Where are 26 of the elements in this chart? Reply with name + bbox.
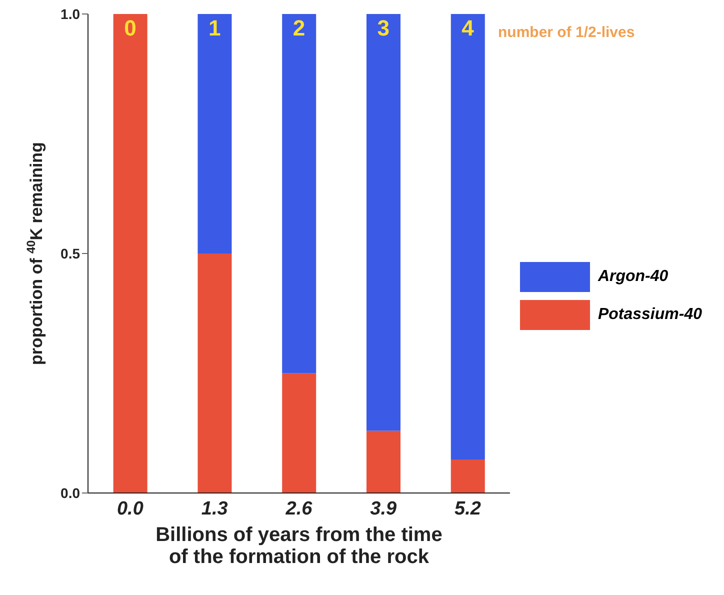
legend-label: Argon-40 [598,268,668,286]
x-tick-label: 5.2 [454,498,482,520]
legend-label: Potassium-40 [598,306,702,324]
bar [198,254,232,493]
bar [450,14,485,460]
bar [282,373,316,493]
annotation: 0 [124,16,136,41]
annotation: 4 [462,16,475,41]
y-tick-label: 0.0 [60,484,80,501]
x-tick-label: 0.0 [116,498,144,520]
annotation: 3 [377,16,390,41]
bar [282,14,316,374]
x-tick-label: 2.6 [284,498,313,520]
x-axis-title: Billions of years from the time of the formation of the rock [156,524,442,568]
y-tick-label: 0.5 [60,245,80,262]
x-tick-label: 3.9 [370,498,397,520]
bar [113,14,148,493]
annotation: 1 [208,16,221,41]
x-tick-label: 1.3 [201,498,228,520]
annotation: 2 [292,16,306,41]
bar [366,430,400,493]
y-tick-label: 1.0 [60,6,80,22]
bar [450,459,485,493]
bar [198,14,232,254]
bar [366,14,400,431]
annotation: number of 1/2-lives [498,24,635,41]
